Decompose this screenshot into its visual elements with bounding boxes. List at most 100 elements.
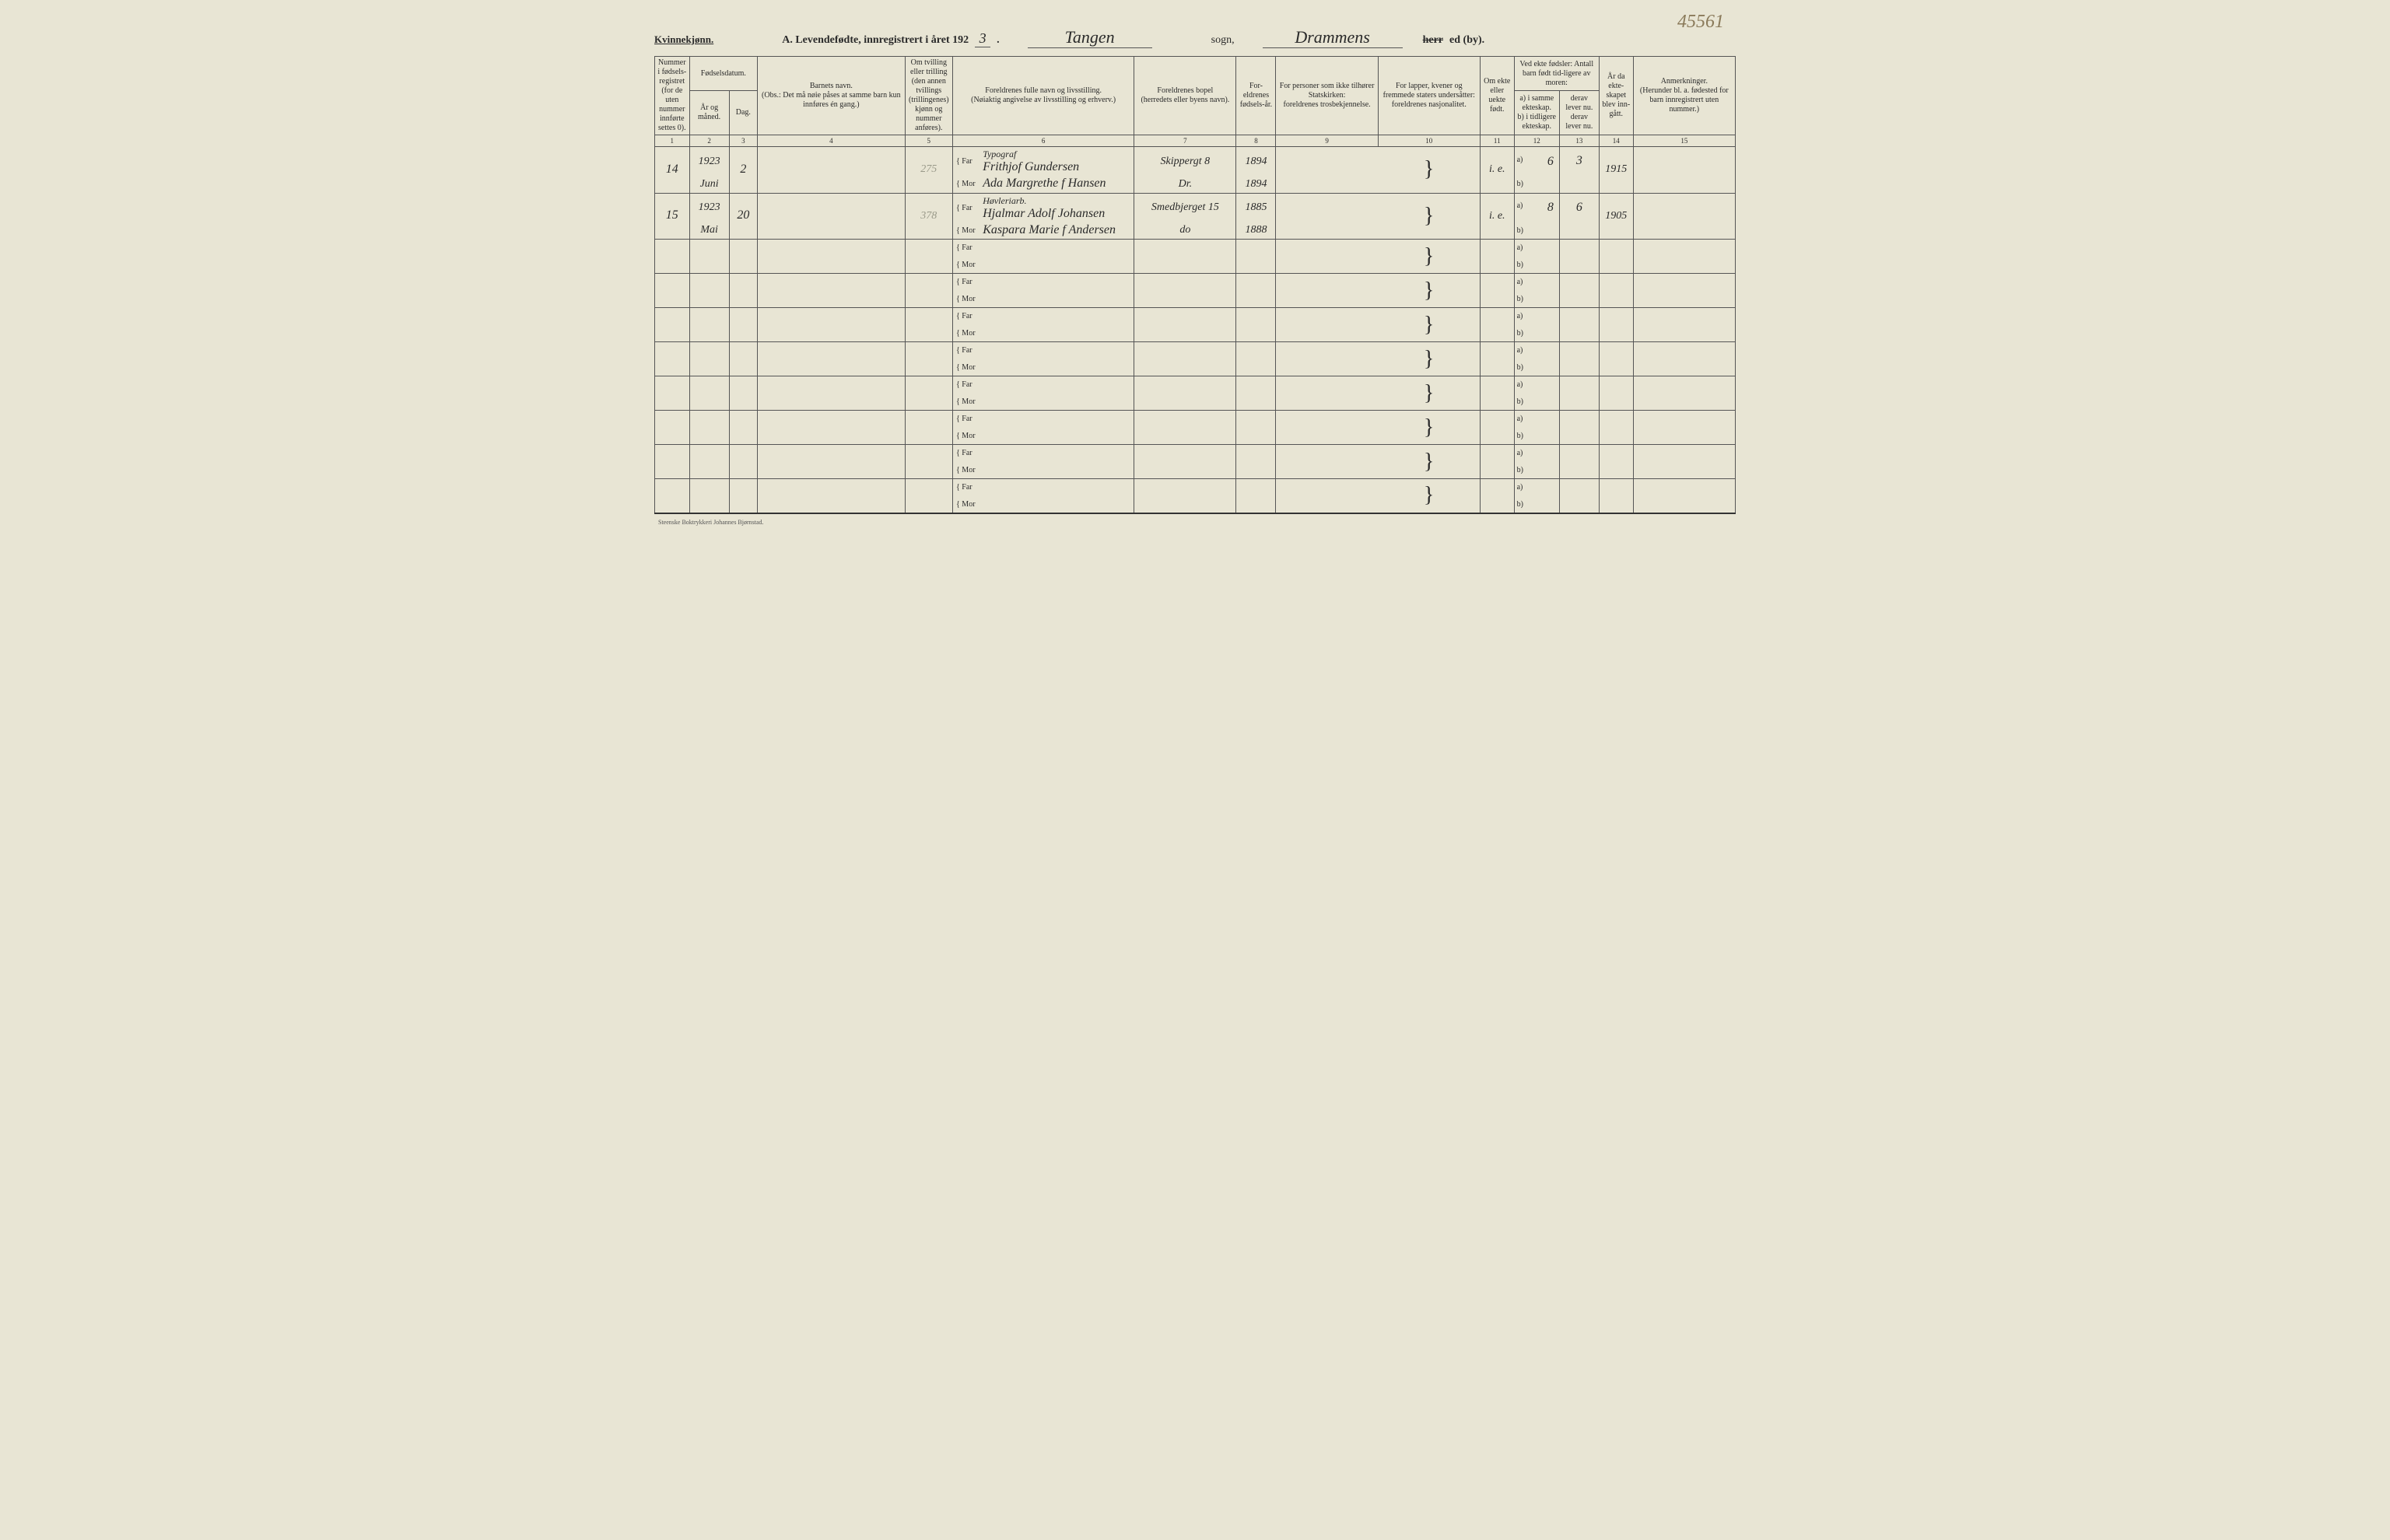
colnum: 14 xyxy=(1599,135,1633,147)
register-page: 45561 Kvinnekjønn. A. Levendefødte, innr… xyxy=(635,16,1755,537)
entry-ekte xyxy=(1480,411,1514,445)
entry-b: b) xyxy=(1514,428,1559,445)
entry-far-year xyxy=(1236,445,1276,462)
entry-day xyxy=(729,240,757,274)
herred-value: Drammens xyxy=(1263,27,1403,48)
entry-far xyxy=(980,274,1134,291)
far-label: { Far xyxy=(953,342,981,359)
entry-a: a) xyxy=(1514,479,1559,496)
entry-mor-year xyxy=(1236,462,1276,479)
col-5-header: Om tvilling eller trilling (den annen tv… xyxy=(905,57,952,135)
entry-anm xyxy=(1633,308,1735,342)
entry-ekteaar xyxy=(1599,445,1633,479)
entry-barn xyxy=(758,479,906,513)
entry-year xyxy=(689,376,729,394)
entry-a: a) xyxy=(1514,342,1559,359)
entry-a: a) xyxy=(1514,445,1559,462)
table-row-far: { Far}a) xyxy=(655,342,1736,359)
far-label: { Far xyxy=(953,193,981,222)
entry-ekteaar: 1905 xyxy=(1599,193,1633,240)
table-body: 1419232275{ FarTypografFrithjof Gunderse… xyxy=(655,147,1736,513)
entry-far xyxy=(980,445,1134,462)
entry-bopel-mor: Dr. xyxy=(1134,176,1236,193)
entry-b: b) xyxy=(1514,325,1559,342)
colnum: 10 xyxy=(1378,135,1480,147)
far-label: { Far xyxy=(953,147,981,177)
entry-year xyxy=(689,308,729,325)
entry-barn xyxy=(758,274,906,308)
entry-bopel-mor xyxy=(1134,325,1236,342)
entry-barn xyxy=(758,445,906,479)
entry-far xyxy=(980,308,1134,325)
entry-month xyxy=(689,257,729,274)
entry-far: Høvleriarb.Hjalmar Adolf Johansen xyxy=(980,193,1134,222)
entry-barn xyxy=(758,376,906,411)
entry-barn xyxy=(758,147,906,194)
entry-far-year xyxy=(1236,342,1276,359)
col-12-header: a) i samme ekteskap.b) i tidligere ektes… xyxy=(1514,91,1559,135)
entry-bopel-mor xyxy=(1134,496,1236,513)
brace: } xyxy=(1378,193,1480,240)
entry-mor xyxy=(980,325,1134,342)
entry-number xyxy=(655,240,690,274)
far-label: { Far xyxy=(953,479,981,496)
entry-stats xyxy=(1276,274,1378,308)
entry-tvilling xyxy=(905,376,952,411)
entry-derav-b xyxy=(1559,257,1599,274)
entry-tvilling xyxy=(905,479,952,513)
far-label: { Far xyxy=(953,445,981,462)
entry-a: a) 6 xyxy=(1514,147,1559,177)
entry-day: 2 xyxy=(729,147,757,194)
col-12-13-header: Ved ekte fødsler: Antall barn født tid-l… xyxy=(1514,57,1599,91)
col-8-header: For-eldrenes fødsels-år. xyxy=(1236,57,1276,135)
entry-mor-year xyxy=(1236,257,1276,274)
entry-bopel-far xyxy=(1134,308,1236,325)
entry-ekteaar xyxy=(1599,376,1633,411)
colnum: 6 xyxy=(953,135,1134,147)
entry-derav xyxy=(1559,274,1599,291)
entry-tvilling xyxy=(905,274,952,308)
mor-label: { Mor xyxy=(953,222,981,240)
entry-number: 14 xyxy=(655,147,690,194)
entry-derav xyxy=(1559,445,1599,462)
entry-year xyxy=(689,342,729,359)
entry-bopel-mor xyxy=(1134,257,1236,274)
entry-derav-b xyxy=(1559,428,1599,445)
mor-label: { Mor xyxy=(953,428,981,445)
entry-bopel-mor: do xyxy=(1134,222,1236,240)
colnum: 4 xyxy=(758,135,906,147)
entry-derav-b xyxy=(1559,325,1599,342)
entry-b: b) xyxy=(1514,291,1559,308)
title-prefix: A. Levendefødte, innregistrert i året 19… xyxy=(782,34,969,47)
col-14-header: År da ekte-skapet blev inn-gått. xyxy=(1599,57,1633,135)
mor-label: { Mor xyxy=(953,325,981,342)
entry-year xyxy=(689,445,729,462)
col-3-header: Dag. xyxy=(729,91,757,135)
far-label: { Far xyxy=(953,376,981,394)
entry-mor xyxy=(980,462,1134,479)
entry-derav xyxy=(1559,479,1599,496)
entry-bopel-far xyxy=(1134,274,1236,291)
entry-b: b) xyxy=(1514,176,1559,193)
page-header: Kvinnekjønn. A. Levendefødte, innregistr… xyxy=(654,27,1736,48)
entry-far xyxy=(980,411,1134,428)
entry-day xyxy=(729,342,757,376)
entry-derav xyxy=(1559,308,1599,325)
entry-far-year xyxy=(1236,274,1276,291)
entry-ekte xyxy=(1480,308,1514,342)
entry-far-year xyxy=(1236,240,1276,257)
entry-bopel-far xyxy=(1134,479,1236,496)
entry-stats xyxy=(1276,193,1378,240)
entry-barn xyxy=(758,411,906,445)
entry-ekte: i. e. xyxy=(1480,147,1514,194)
entry-stats xyxy=(1276,411,1378,445)
entry-bopel-far: Skippergt 8 xyxy=(1134,147,1236,177)
entry-a: a) xyxy=(1514,411,1559,428)
entry-a: a) 8 xyxy=(1514,193,1559,222)
entry-year xyxy=(689,274,729,291)
table-row-far: { Far}a) xyxy=(655,274,1736,291)
entry-bopel-mor xyxy=(1134,291,1236,308)
col-11-header: Om ekte eller uekte født. xyxy=(1480,57,1514,135)
entry-ekteaar xyxy=(1599,411,1633,445)
entry-derav-b xyxy=(1559,291,1599,308)
